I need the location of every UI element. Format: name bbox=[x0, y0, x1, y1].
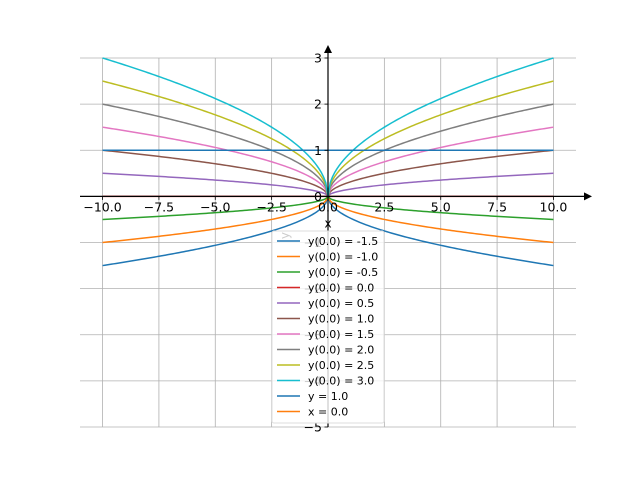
legend-entry-label: y(0.0) = 2.0 bbox=[308, 344, 374, 357]
y-tick-label: 3 bbox=[314, 51, 322, 66]
legend-entry-label: y(0.0) = 3.0 bbox=[308, 375, 374, 388]
legend-entry-label: y(0.0) = 1.0 bbox=[308, 313, 374, 326]
x-tick-label: 7.5 bbox=[487, 199, 507, 214]
x-tick-label: 0.0 bbox=[318, 199, 338, 214]
y-tick-label: 0 bbox=[314, 189, 322, 204]
x-axis-label: x bbox=[324, 216, 331, 230]
legend-entry-label: y(0.0) = 0.0 bbox=[308, 282, 374, 295]
y-tick-label: 2 bbox=[314, 97, 322, 112]
y-tick-label: 1 bbox=[314, 143, 322, 158]
x-tick-label: −2.5 bbox=[256, 199, 286, 214]
x-tick-label: 10.0 bbox=[540, 199, 568, 214]
x-axis-arrow bbox=[584, 192, 592, 201]
x-tick-label: 5.0 bbox=[431, 199, 451, 214]
x-tick-label: −7.5 bbox=[144, 199, 174, 214]
legend-box bbox=[271, 230, 385, 424]
legend-entry-label: y(0.0) = 0.5 bbox=[308, 297, 374, 310]
legend: y(0.0) = -1.5 y(0.0) = -1.0 y(0.0) = -0.5 y… bbox=[271, 230, 385, 424]
legend-entry-label: y = 1.0 bbox=[308, 390, 348, 403]
legend-entry-label: y(0.0) = -0.5 bbox=[308, 266, 378, 279]
x-tick-label: 2.5 bbox=[374, 199, 394, 214]
legend-entry-label: y(0.0) = -1.0 bbox=[308, 251, 378, 264]
y-axis-arrow bbox=[324, 45, 332, 53]
legend-entry-label: y(0.0) = 2.5 bbox=[308, 359, 374, 372]
legend-entry-label: y(0.0) = 1.5 bbox=[308, 328, 374, 341]
x-tick-label: −5.0 bbox=[200, 199, 230, 214]
legend-entry-label: y(0.0) = -1.5 bbox=[308, 235, 378, 248]
x-tick-label: −10.0 bbox=[83, 199, 121, 214]
legend-entry-label: x = 0.0 bbox=[308, 406, 348, 419]
